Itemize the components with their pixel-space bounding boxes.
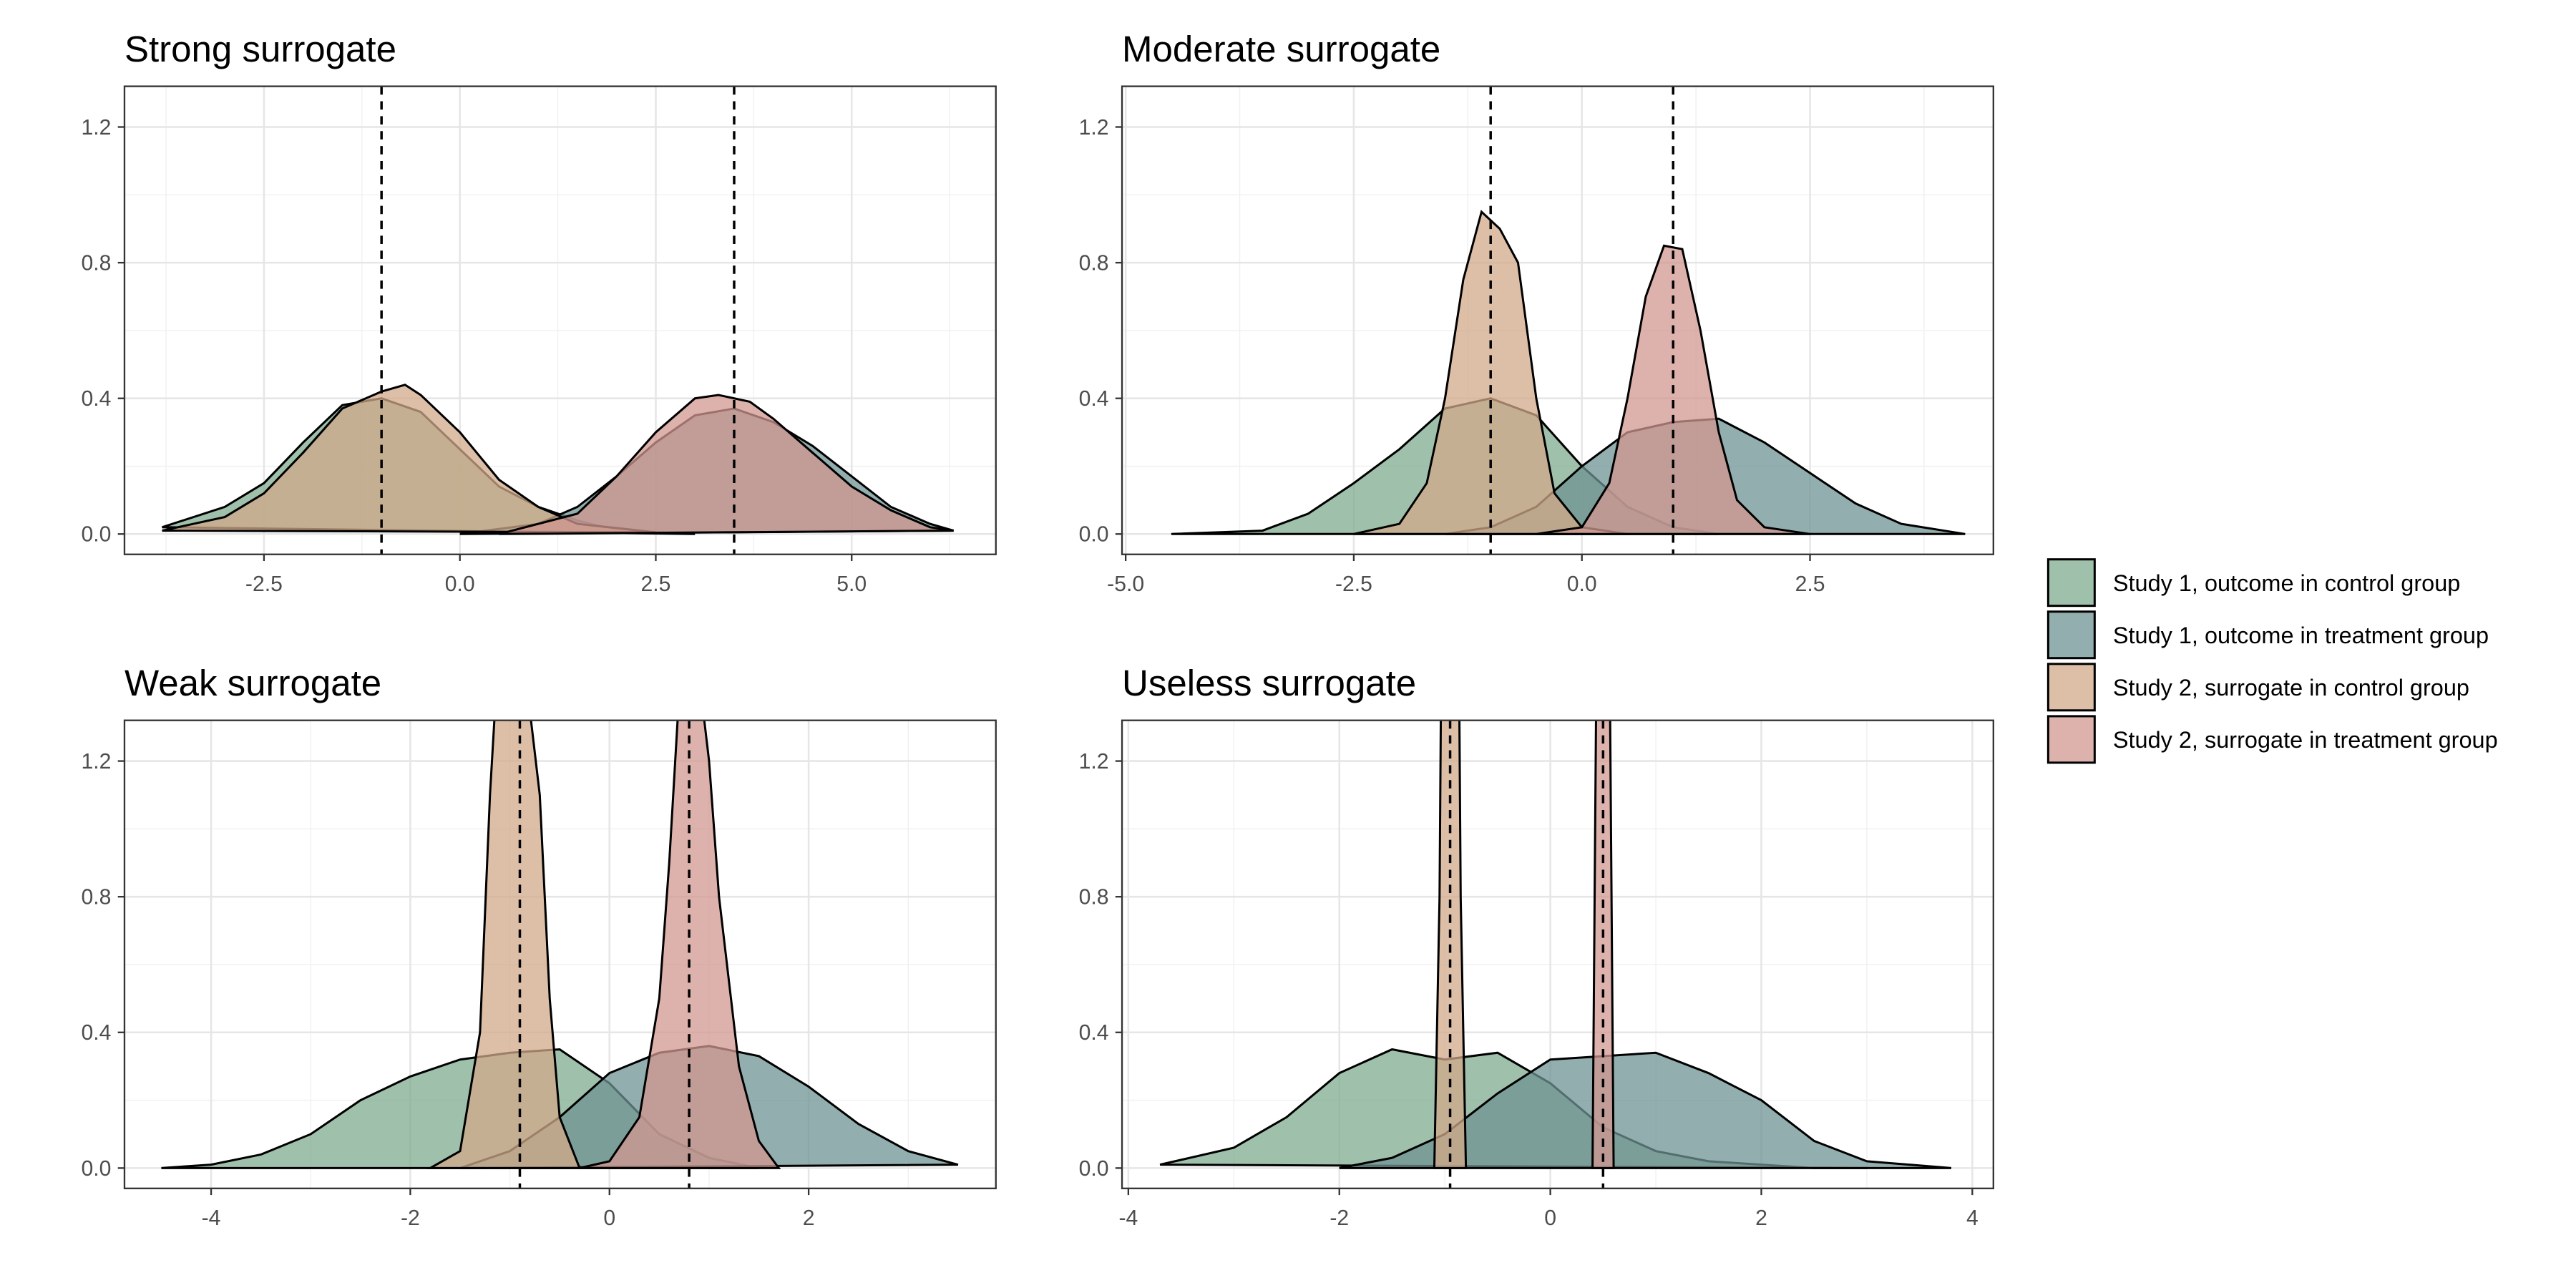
- density-area: [1433, 720, 1468, 1169]
- plot-area: [1122, 720, 1994, 1189]
- panel-title: Useless surrogate: [1122, 663, 1416, 703]
- legend: Study 1, outcome in control group Study 1…: [2046, 558, 2498, 764]
- x-tick-label: -2.5: [245, 572, 283, 596]
- x-tick-label: 2: [1755, 1206, 1767, 1230]
- legend-swatch: [2046, 663, 2096, 712]
- y-tick-label: 0.4: [1079, 387, 1109, 411]
- x-tick-label: -2: [401, 1206, 420, 1230]
- x-tick-label: -2: [1330, 1206, 1349, 1230]
- density-area: [1591, 720, 1615, 1169]
- x-tick-label: 2.5: [641, 572, 671, 596]
- plot-area: [124, 720, 996, 1189]
- legend-swatch: [2046, 558, 2096, 608]
- y-tick-label: 0.8: [82, 252, 112, 275]
- y-tick-label: 0.4: [1079, 1021, 1109, 1045]
- y-tick-label: 0.8: [82, 886, 112, 909]
- y-tick-label: 0.0: [82, 523, 112, 547]
- x-tick-label: 5.0: [836, 572, 867, 596]
- y-tick-label: 0.8: [1079, 886, 1109, 909]
- x-tick-label: 0.0: [1567, 572, 1597, 596]
- y-tick-label: 0.8: [1079, 252, 1109, 275]
- x-tick-label: 2.5: [1795, 572, 1825, 596]
- x-tick-label: 0: [1544, 1206, 1556, 1230]
- x-tick-label: -4: [1118, 1206, 1138, 1230]
- legend-label: Study 2, surrogate in treatment group: [2113, 727, 2498, 753]
- panel-border: [1121, 719, 1994, 1189]
- panel-border: [123, 719, 997, 1189]
- density-area: [579, 720, 781, 1169]
- panel-border: [123, 85, 997, 555]
- y-tick-label: 0.4: [82, 387, 112, 411]
- x-tick-label: -4: [202, 1206, 221, 1230]
- y-tick-label: 0.0: [1079, 523, 1109, 547]
- panel-title: Weak surrogate: [125, 663, 381, 703]
- y-tick-label: 1.2: [1079, 750, 1109, 774]
- x-tick-label: 0.0: [445, 572, 475, 596]
- y-tick-label: 1.2: [82, 750, 112, 774]
- panel-border: [1121, 85, 1994, 555]
- x-tick-label: 0: [603, 1206, 615, 1230]
- density-area: [426, 720, 582, 1169]
- y-tick-label: 0.0: [82, 1157, 112, 1181]
- panel-title: Moderate surrogate: [1122, 29, 1440, 69]
- x-tick-label: -2.5: [1335, 572, 1372, 596]
- legend-label: Study 2, surrogate in control group: [2113, 675, 2469, 701]
- y-tick-label: 0.4: [82, 1021, 112, 1045]
- x-tick-label: 2: [803, 1206, 815, 1230]
- legend-swatch: [2046, 610, 2096, 660]
- legend-label: Study 1, outcome in treatment group: [2113, 623, 2489, 648]
- legend-label: Study 1, outcome in control group: [2113, 570, 2461, 596]
- x-tick-label: 4: [1966, 1206, 1979, 1230]
- x-tick-label: -5.0: [1107, 572, 1144, 596]
- panel-title: Strong surrogate: [125, 29, 396, 69]
- y-tick-label: 1.2: [1079, 116, 1109, 140]
- plot-area: [124, 86, 996, 555]
- y-tick-label: 1.2: [82, 116, 112, 140]
- y-tick-label: 0.0: [1079, 1157, 1109, 1181]
- density-area: [499, 394, 954, 535]
- plot-area: [1122, 86, 1994, 555]
- legend-swatch: [2046, 715, 2096, 764]
